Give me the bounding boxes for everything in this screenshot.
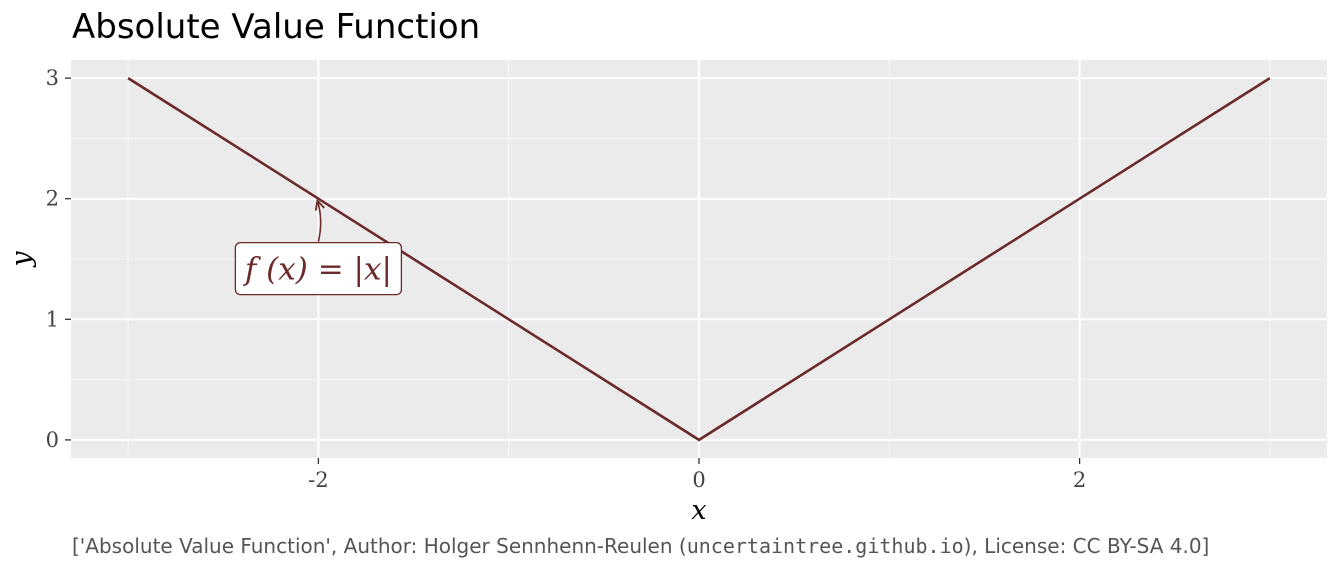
- annotation-label: f (x) = |x|: [243, 252, 392, 288]
- y-tick-label: 1: [46, 307, 59, 331]
- caption-prefix: ['Absolute Value Function', Author: Holg…: [72, 534, 687, 558]
- caption-suffix: ), License: CC BY-SA 4.0]: [963, 534, 1210, 558]
- x-tick-label: 0: [692, 468, 705, 492]
- x-tick-label: -2: [308, 468, 328, 492]
- x-tick-label: 2: [1073, 468, 1086, 492]
- author-website-link[interactable]: uncertaintree.github.io: [686, 534, 964, 558]
- chart-title: Absolute Value Function: [72, 7, 480, 47]
- function-annotation: f (x) = |x|: [234, 201, 403, 296]
- annotation-arrow: [317, 201, 320, 242]
- image-credit-caption: ['Absolute Value Function', Author: Holg…: [72, 534, 1209, 558]
- tick-labels: -2 0 2 0 1 2 3: [46, 66, 1087, 492]
- series-line-abs: [127, 77, 1271, 442]
- absolute-value-chart: Absolute Value Function -2 0 2 0 1 2 3 f (x) =…: [6, 7, 1327, 526]
- y-axis-label: y: [6, 251, 37, 268]
- x-axis-label: x: [691, 495, 706, 526]
- y-tick-label: 0: [46, 428, 59, 452]
- axis-ticks: [65, 77, 1081, 464]
- annotation-box: [234, 241, 403, 296]
- y-tick-label: 3: [46, 66, 59, 90]
- y-tick-label: 2: [46, 187, 59, 211]
